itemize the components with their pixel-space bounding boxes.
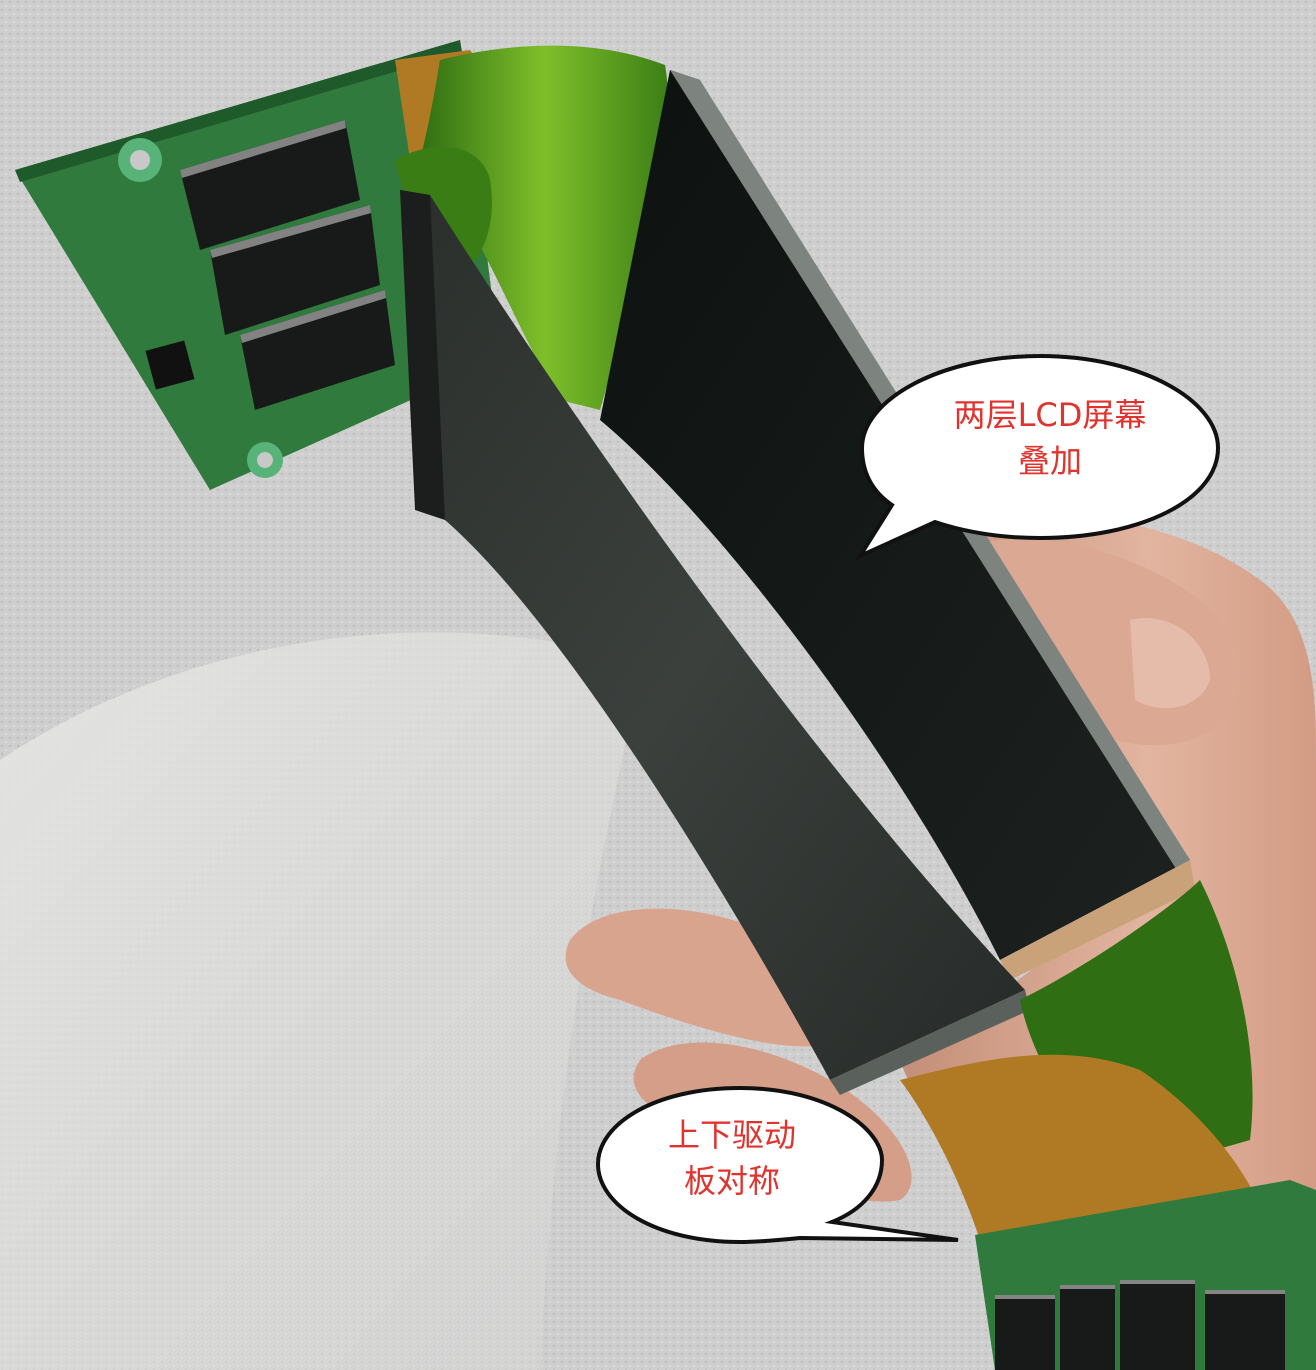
front-lcd-left-edge — [400, 190, 445, 520]
callout-bottom-bubble — [595, 1085, 959, 1245]
back-lcd-bottom-edge — [1000, 860, 1195, 980]
callout-top-line2: 叠加 — [1017, 442, 1082, 480]
front-lcd-bottom-edge — [830, 990, 1030, 1095]
top-driver-board — [15, 40, 500, 490]
bottom-driver-board — [975, 1180, 1316, 1370]
thumb-nail — [1130, 618, 1210, 709]
callout-bottom-text: 上下驱动 板对称 — [612, 1112, 852, 1204]
callout-top-text: 两层LCD屏幕 叠加 — [905, 392, 1195, 484]
bottom-flex-amber — [900, 1054, 1270, 1240]
light-patch — [0, 632, 640, 1370]
front-lcd-panel — [400, 190, 1025, 1080]
callout-top-line1: 两层LCD屏幕 — [953, 396, 1147, 434]
callout-bottom-line1: 上下驱动 — [667, 1116, 796, 1154]
top-flex-green — [420, 45, 669, 410]
callout-top-bubble — [854, 353, 1221, 561]
callout-bottom-line2: 板对称 — [683, 1162, 780, 1200]
